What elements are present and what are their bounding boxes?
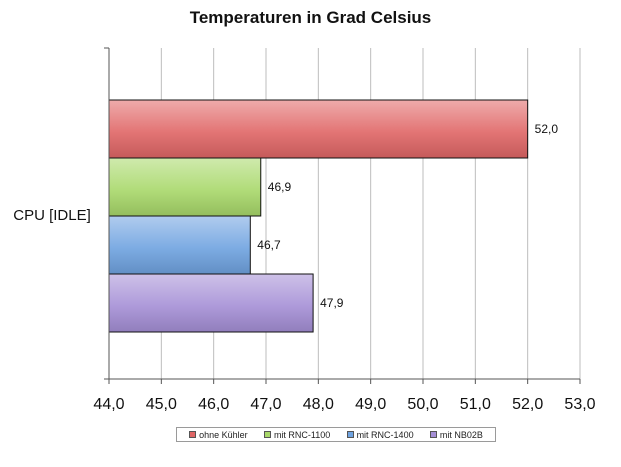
legend-label: mit NB02B	[439, 429, 483, 440]
legend-item-ohne-kuehler: ohne Kühler	[189, 430, 248, 440]
legend-item-nb02b: mit NB02B	[429, 429, 483, 440]
legend-swatch	[189, 431, 197, 438]
data-label: 46,7	[257, 238, 281, 252]
x-tick-label: 46,0	[198, 396, 229, 413]
x-tick-label: 44,0	[93, 396, 124, 413]
x-tick-label: 52,0	[512, 396, 543, 413]
x-tick-label: 53,0	[564, 396, 595, 413]
legend-label: ohne Kühler	[199, 429, 248, 440]
legend-label: mit RNC-1400	[356, 429, 414, 440]
chart-title: Temperaturen in Grad Celsius	[189, 8, 432, 27]
bar-ohne-k-hler	[108, 99, 529, 159]
data-label: 52,0	[535, 122, 559, 136]
bar-mit-rnc-1100	[108, 157, 262, 217]
bar-mit-nb02b	[108, 273, 314, 333]
bar-mit-rnc-1400	[108, 215, 251, 275]
legend-label: mit RNC-1100	[273, 429, 331, 440]
legend-swatch	[429, 431, 437, 438]
bars	[108, 99, 529, 333]
labels: 44,0 45,0 46,0 47,0 48,0 49,0 50,0 51,0 52,0 53,0…	[13, 122, 595, 413]
x-tick-label: 50,0	[407, 396, 438, 413]
axes	[104, 47, 581, 384]
data-label: 46,9	[268, 180, 292, 194]
legend-item-rnc-1400: mit RNC-1400	[346, 429, 414, 440]
x-tick-label: 49,0	[355, 396, 386, 413]
legend-swatch	[263, 431, 271, 438]
data-label: 47,9	[320, 296, 344, 310]
category-label: CPU [IDLE]	[13, 207, 91, 224]
x-tick-label: 48,0	[303, 396, 334, 413]
x-tick-label: 51,0	[460, 396, 491, 413]
legend: ohne Kühler mit RNC-1100 mit RNC-1400 mi…	[176, 427, 496, 442]
legend-item-rnc-1100: mit RNC-1100	[263, 429, 331, 440]
x-tick-label: 47,0	[250, 396, 281, 413]
x-tick-label: 45,0	[146, 396, 177, 413]
legend-swatch	[346, 431, 354, 438]
